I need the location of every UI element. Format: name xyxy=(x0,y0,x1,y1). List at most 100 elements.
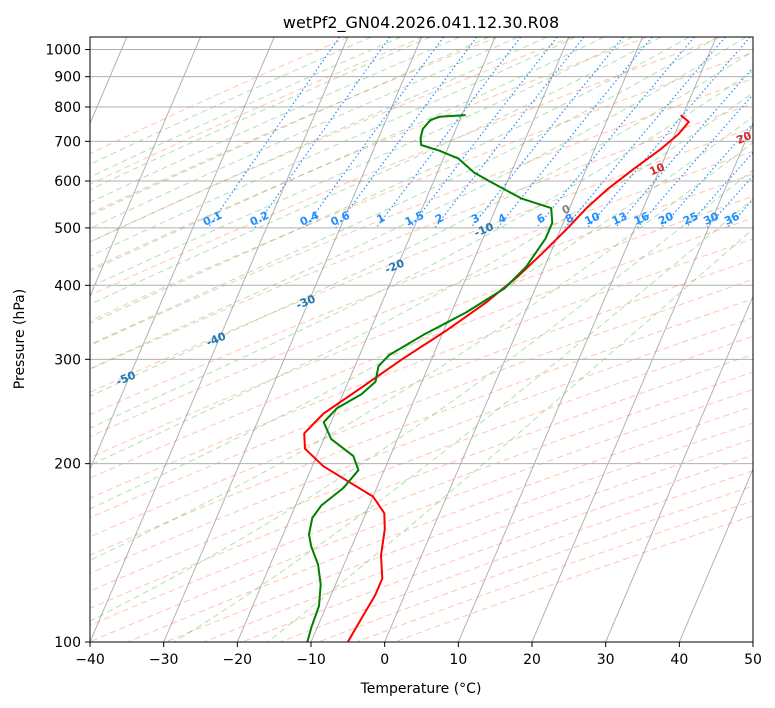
dry-adiabat xyxy=(90,371,753,626)
mixing-ratio-label: 30 xyxy=(701,209,721,227)
moist-adiabat xyxy=(90,169,753,622)
temperature-line xyxy=(303,114,690,642)
sounding-lines xyxy=(303,114,690,642)
x-tick-label: −40 xyxy=(75,652,105,668)
dry-adiabat xyxy=(90,317,753,574)
mixing-ratio-line xyxy=(587,37,751,229)
x-tick-label: 30 xyxy=(597,652,615,668)
mixing-ratio-line xyxy=(470,37,624,229)
x-tick-label: 50 xyxy=(744,652,762,668)
x-tick-label: 20 xyxy=(523,652,541,668)
mixing-ratio-line xyxy=(497,37,653,229)
mixing-ratio-label: 20 xyxy=(656,209,676,227)
mixing-ratio-label: 25 xyxy=(681,210,700,228)
mixing-ratio-label: 8 xyxy=(563,211,575,226)
mixing-ratio-line xyxy=(375,37,522,229)
isotherm-line xyxy=(384,37,643,642)
mixing-ratio-label: 16 xyxy=(632,209,652,227)
mixing-ratio-line xyxy=(636,93,753,229)
moist-adiabat xyxy=(90,50,753,397)
moist-adiabat xyxy=(90,37,548,243)
mixing-ratio-line xyxy=(207,37,341,229)
plot-background: -100-90-80-70-60-50-40-30-20-10010203040… xyxy=(90,37,753,642)
dry-adiabats xyxy=(90,37,753,642)
moist-adiabat xyxy=(90,92,753,466)
mixing-ratio-label: 0.4 xyxy=(298,209,321,229)
moist-adiabat xyxy=(90,37,372,165)
dry-adiabat xyxy=(90,217,753,479)
dry-adiabat xyxy=(203,438,753,642)
moist-adiabat xyxy=(90,37,431,191)
dry-adiabat xyxy=(90,37,498,215)
moist-adiabat xyxy=(90,37,718,346)
mixing-ratio-lines xyxy=(207,37,753,229)
mixing-ratio-line xyxy=(726,198,753,229)
plot-frame xyxy=(89,36,754,643)
isotherm-line xyxy=(678,467,753,642)
dry-adiabat xyxy=(90,51,753,322)
mixing-ratio-label: 36 xyxy=(722,209,742,227)
dry-adiabat xyxy=(90,127,753,393)
y-tick-label: 400 xyxy=(54,278,81,294)
moist-adiabat xyxy=(90,37,519,230)
isotherms xyxy=(90,37,753,642)
dry-adiabat xyxy=(90,37,349,155)
mixing-ratio-line xyxy=(335,37,478,229)
isotherm-line xyxy=(90,37,201,298)
mixing-ratio-label: 13 xyxy=(610,210,629,228)
y-tick-label: 1000 xyxy=(45,43,81,59)
moist-adiabat xyxy=(90,141,753,561)
moist-adiabats xyxy=(90,37,753,642)
isotherm-line xyxy=(605,295,753,642)
x-axis: −40 −30 −20 −10 0 10 20 30 40 50 xyxy=(75,642,762,668)
dry-adiabat xyxy=(90,37,723,296)
isotherm-label: -40 xyxy=(204,329,228,349)
isotherm-label: -50 xyxy=(114,368,138,388)
y-tick-label: 800 xyxy=(54,100,81,116)
isotherm-label: 20 xyxy=(734,129,753,147)
isotherm-label: -20 xyxy=(383,256,407,276)
dewpoint-line xyxy=(306,114,554,642)
dry-adiabat xyxy=(90,298,753,556)
moist-adiabat xyxy=(90,37,662,305)
x-tick-label: 10 xyxy=(449,652,467,668)
moist-adiabat xyxy=(90,70,753,429)
y-tick-label: 900 xyxy=(54,70,81,86)
y-tick-label: 200 xyxy=(54,457,81,473)
dry-adiabat xyxy=(90,238,753,499)
dry-adiabat xyxy=(318,485,753,642)
mixing-ratio-label: 2 xyxy=(433,211,445,226)
x-axis-label: Temperature (°C) xyxy=(360,681,482,697)
moist-adiabat xyxy=(173,198,753,642)
isotherm-line xyxy=(457,37,717,642)
dry-adiabat xyxy=(90,37,573,243)
dry-adiabat xyxy=(90,77,753,346)
dry-adiabat xyxy=(90,335,753,592)
moist-adiabat xyxy=(90,37,490,216)
isotherm-line xyxy=(163,37,422,642)
dry-adiabat xyxy=(241,454,753,642)
mixing-ratio-label: 10 xyxy=(583,209,603,227)
isotherm-line xyxy=(90,37,349,642)
y-tick-label: 100 xyxy=(54,635,81,651)
dry-adiabat xyxy=(90,102,753,370)
isotherm-label: 10 xyxy=(647,160,666,178)
isotherm-line xyxy=(752,640,753,642)
y-tick-label: 600 xyxy=(54,174,81,190)
moist-adiabat xyxy=(90,37,747,370)
moist-adiabat xyxy=(90,37,576,257)
dry-adiabat xyxy=(90,37,648,270)
moist-adiabat xyxy=(90,116,753,510)
dry-adiabat xyxy=(90,258,753,519)
x-tick-label: 0 xyxy=(380,652,389,668)
moist-adiabat xyxy=(90,37,690,324)
y-tick-label: 700 xyxy=(54,134,81,150)
mixing-ratio-line xyxy=(304,37,445,229)
isotherm-line xyxy=(90,37,275,471)
mixing-ratio-line xyxy=(614,66,753,229)
x-tick-label: −20 xyxy=(223,652,253,668)
dry-adiabat xyxy=(90,388,753,642)
y-tick-label: 500 xyxy=(54,221,81,237)
mixing-ratio-label: 6 xyxy=(535,211,548,226)
